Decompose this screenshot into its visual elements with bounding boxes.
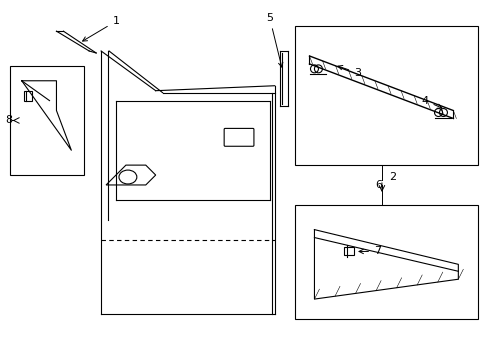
Text: 4: 4 (421, 96, 441, 108)
Text: 6: 6 (375, 180, 382, 190)
Bar (294, 26, 477, 165)
Text: 7: 7 (358, 247, 380, 256)
Text: 2: 2 (388, 172, 395, 182)
Text: 1: 1 (82, 16, 119, 41)
Text: 8: 8 (5, 116, 12, 126)
Text: 5: 5 (266, 13, 282, 67)
Bar (24, 91, 32, 100)
Bar (10, 66, 84, 175)
Text: 3: 3 (337, 66, 361, 78)
Bar (294, 205, 477, 319)
Bar (344, 247, 353, 255)
